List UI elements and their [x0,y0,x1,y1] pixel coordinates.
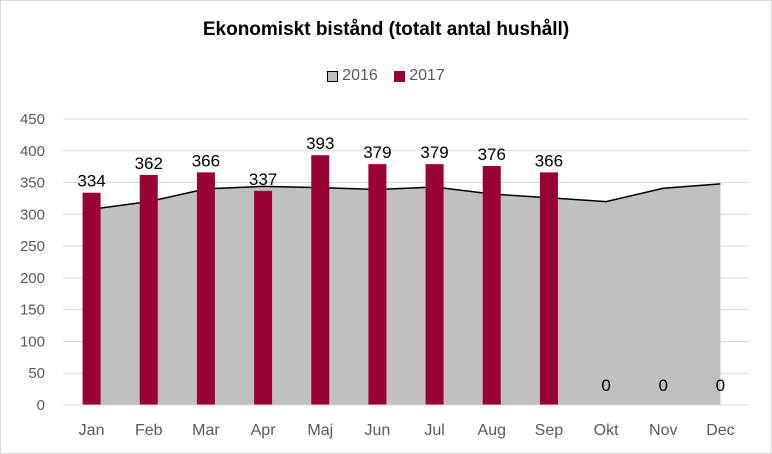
x-tick-label-Jul: Jul [424,422,444,439]
x-tick-label-Sep: Sep [535,422,564,439]
area-2016 [91,183,721,405]
y-tick-label-400: 400 [20,143,45,160]
data-label-2017-Okt: 0 [601,376,610,395]
legend-item-2016: 2016 [327,67,378,85]
y-tick-label-50: 50 [28,365,45,382]
bar-2017-Jan [82,192,101,405]
legend-swatch-2016 [327,70,339,82]
y-tick-label-300: 300 [20,206,45,223]
chart-legend: 2016 2017 [1,67,771,87]
y-tick-label-200: 200 [20,270,45,287]
bar-2017-Aug [482,166,501,405]
bar-2017-Sep [539,172,558,405]
chart-title: Ekonomiskt bistånd (totalt antal hushåll… [202,19,570,40]
y-tick-label-450: 450 [20,111,45,128]
data-label-2017-Feb: 362 [135,154,163,173]
legend-label-2017: 2017 [409,67,445,84]
bar-2017-Mar [196,172,215,405]
data-label-2017-Aug: 376 [478,145,506,164]
y-tick-label-150: 150 [20,302,45,319]
data-label-2017-Nov: 0 [659,376,668,395]
y-tick-label-100: 100 [20,333,45,350]
bar-2017-Jul [425,164,444,405]
x-tick-label-Nov: Nov [649,422,677,439]
data-label-2017-Maj: 393 [306,134,334,153]
x-tick-label-Dec: Dec [706,422,734,439]
legend-label-2016: 2016 [342,67,378,84]
bar-2017-Apr [254,190,273,405]
data-label-2017-Dec: 0 [716,376,725,395]
data-label-2017-Jun: 379 [363,143,391,162]
data-label-2017-Mar: 366 [192,151,220,170]
x-tick-label-Aug: Aug [478,422,506,439]
legend-swatch-2017 [394,70,406,82]
y-tick-label-0: 0 [37,397,45,414]
x-tick-label-Jan: Jan [79,422,105,439]
x-tick-label-Mar: Mar [192,422,220,439]
bar-2017-Maj [311,155,330,405]
data-label-2017-Jan: 334 [77,172,105,191]
x-tick-label-Apr: Apr [251,422,277,439]
x-tick-label-Okt: Okt [594,422,619,439]
y-tick-label-250: 250 [20,238,45,255]
data-label-2017-Apr: 337 [249,170,277,189]
bar-2017-Feb [139,174,158,405]
x-tick-label-Feb: Feb [135,422,163,439]
area-2016-outline [91,183,721,210]
data-label-2017-Jul: 379 [420,143,448,162]
y-tick-label-350: 350 [20,175,45,192]
data-label-2017-Sep: 366 [535,151,563,170]
x-tick-label-Maj: Maj [307,422,333,439]
bar-2017-Jun [368,164,387,405]
legend-item-2017: 2017 [394,67,445,85]
x-tick-label-Jun: Jun [365,422,391,439]
